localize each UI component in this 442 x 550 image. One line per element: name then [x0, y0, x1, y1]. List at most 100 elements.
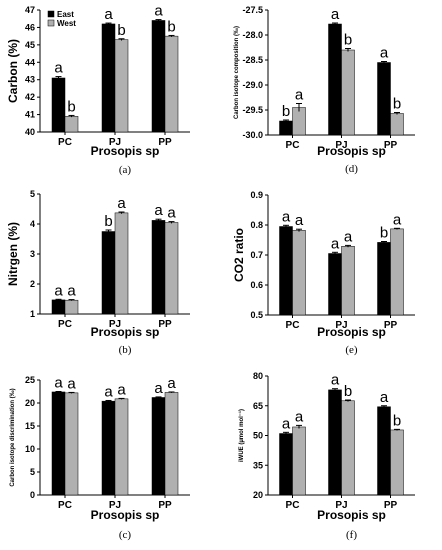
significance-letter: a — [344, 228, 353, 245]
y-tick-label: 2 — [30, 279, 35, 289]
x-tick-label: PJ — [335, 500, 347, 511]
bar-west-pc — [64, 116, 79, 133]
bar-west-pp — [164, 35, 179, 133]
significance-letter: a — [282, 415, 291, 432]
y-tick-label: 0.5 — [250, 310, 263, 320]
bar-east-pp — [151, 397, 166, 496]
y-tick-label: 0.9 — [250, 190, 263, 200]
x-tick-label: PC — [286, 500, 300, 511]
x-axis-label: Prosopis sp — [317, 508, 386, 522]
bar-west-pp — [390, 429, 404, 496]
y-tick-label: 40 — [25, 127, 35, 137]
bar-east-pp — [377, 242, 391, 316]
significance-letter: b — [167, 18, 175, 35]
y-tick-label: -28.5 — [242, 55, 263, 65]
y-tick-label: 15 — [25, 421, 35, 431]
x-tick-label: PP — [158, 319, 172, 330]
significance-letter: b — [344, 383, 352, 400]
significance-letter: b — [104, 213, 112, 230]
chart-panel-d: -30.0-29.5-29.0-28.5-28.0-27.5PCbaPJabPP… — [234, 5, 415, 175]
x-tick-label: PC — [58, 319, 72, 330]
y-axis-label: Carbon isotope composition (‰) — [234, 26, 240, 119]
significance-letter: a — [154, 3, 163, 20]
x-tick-label: PJ — [109, 500, 121, 511]
significance-letter: a — [54, 60, 63, 77]
significance-letter: b — [380, 225, 388, 242]
bar-east-pp — [151, 20, 166, 133]
panel-label: (c) — [119, 529, 132, 541]
bar-west-pc — [292, 230, 306, 316]
significance-letter: a — [167, 205, 176, 222]
x-axis-label: Prosopis sp — [91, 325, 160, 339]
y-tick-label: 65 — [253, 401, 263, 411]
y-tick-label: -28.0 — [242, 30, 263, 40]
y-tick-label: 41 — [25, 110, 35, 120]
panel-label: (b) — [119, 344, 132, 356]
y-tick-label: 46 — [25, 22, 35, 32]
x-tick-label: PJ — [335, 140, 347, 151]
bar-east-pp — [377, 62, 391, 136]
y-tick-label: 0.6 — [250, 280, 263, 290]
bar-east-pc — [279, 433, 293, 496]
significance-letter: a — [380, 389, 389, 406]
y-tick-label: 5 — [30, 189, 35, 199]
y-tick-label: 0 — [30, 490, 35, 500]
bar-west-pj — [114, 39, 129, 133]
bar-west-pc — [64, 392, 79, 496]
bar-east-pj — [101, 23, 116, 133]
y-tick-label: 44 — [25, 57, 35, 67]
bar-west-pj — [114, 212, 129, 315]
x-tick-label: PP — [384, 320, 398, 331]
bar-east-pj — [328, 253, 342, 316]
significance-letter: a — [282, 208, 291, 225]
y-tick-label: 45 — [25, 40, 35, 50]
bar-west-pc — [292, 107, 306, 136]
significance-letter: b — [393, 412, 401, 429]
legend-label-east: East — [57, 10, 74, 19]
y-tick-label: -29.0 — [242, 80, 263, 90]
bar-east-pc — [279, 120, 293, 136]
y-axis-label: iWUE (µmol mol⁻¹) — [238, 409, 245, 462]
significance-letter: a — [295, 87, 304, 104]
y-axis-label: CO2 ratio — [232, 228, 246, 282]
significance-letter: a — [154, 202, 163, 219]
significance-letter: b — [344, 32, 352, 49]
bar-west-pc — [64, 299, 79, 315]
significance-letter: a — [67, 375, 76, 392]
y-tick-label: 3 — [30, 249, 35, 259]
y-tick-label: 4 — [30, 219, 35, 229]
bar-east-pj — [101, 231, 116, 315]
bar-east-pc — [51, 299, 66, 315]
significance-letter: b — [393, 96, 401, 113]
bar-west-pp — [164, 222, 179, 315]
significance-letter: a — [104, 6, 113, 23]
x-tick-label: PC — [58, 137, 72, 148]
significance-letter: a — [393, 211, 402, 228]
x-axis-label: Prosopis sp — [317, 144, 386, 158]
bar-east-pj — [328, 389, 342, 496]
bar-east-pj — [101, 400, 116, 496]
x-tick-label: PC — [286, 140, 300, 151]
panel-label: (a) — [119, 164, 132, 176]
significance-letter: a — [167, 375, 176, 392]
y-tick-label: 43 — [25, 75, 35, 85]
bar-west-pj — [114, 398, 129, 496]
y-tick-label: -27.5 — [242, 5, 263, 15]
significance-letter: a — [54, 282, 63, 299]
y-tick-label: 5 — [30, 467, 35, 477]
y-axis-label: Carbon (%) — [6, 39, 20, 103]
significance-letter: a — [295, 212, 304, 229]
y-tick-label: 42 — [25, 92, 35, 102]
x-tick-label: PJ — [335, 320, 347, 331]
significance-letter: a — [54, 375, 63, 392]
y-tick-label: 0.7 — [250, 250, 263, 260]
y-axis-label: Carbon isotope discrimination (‰) — [10, 388, 16, 486]
significance-letter: a — [67, 283, 76, 300]
bar-west-pc — [292, 426, 306, 496]
significance-letter: a — [331, 372, 340, 389]
significance-letter: a — [117, 195, 126, 212]
